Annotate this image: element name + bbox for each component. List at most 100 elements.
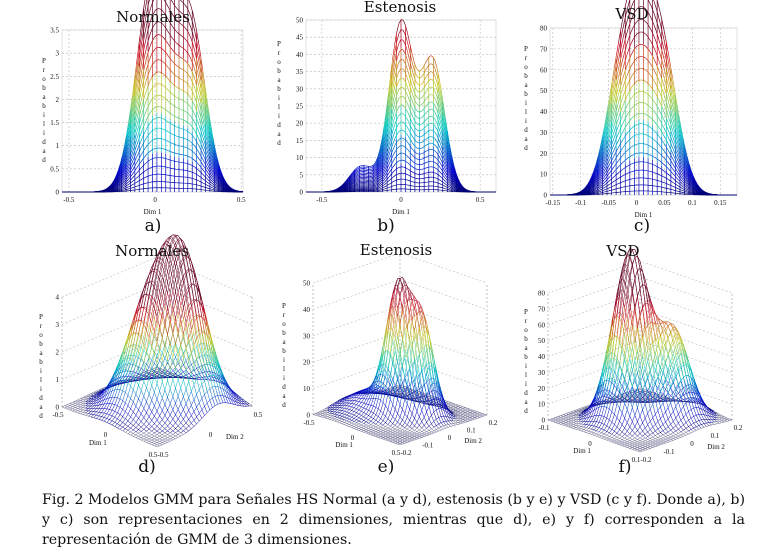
density-curve-segment: [419, 97, 423, 100]
density-curve-segment: [206, 130, 210, 140]
x-tick-label: -0.15: [545, 199, 560, 207]
density-curve-segment: [383, 180, 387, 183]
density-curve-segment: [124, 135, 127, 147]
density-curve-segment: [449, 186, 452, 189]
density-curve-segment: [166, 76, 169, 80]
density-curve-segment: [224, 188, 228, 190]
density-curve-segment: [430, 71, 433, 73]
y-tick-label: 0.5: [50, 165, 59, 173]
density-curve-segment: [166, 149, 169, 152]
density-curve-segment: [218, 187, 222, 190]
density-curve-segment: [140, 17, 143, 33]
x-axis-label: Dim 1: [392, 208, 410, 216]
density-curve-segment: [202, 169, 206, 173]
density-curve-segment: [210, 176, 214, 180]
y-tick-label: 30: [296, 85, 304, 93]
density-curve-segment: [438, 175, 442, 178]
density-curve-segment: [443, 187, 446, 190]
density-curve-segment: [128, 133, 131, 144]
density-curve-segment: [192, 110, 196, 115]
density-curve-segment: [122, 185, 125, 188]
density-curve-segment: [220, 175, 224, 181]
density-curve-segment: [184, 38, 187, 42]
density-curve-segment: [449, 182, 452, 186]
density-curve-segment: [218, 170, 222, 177]
density-curve-segment: [626, 164, 630, 167]
density-curve-segment: [140, 137, 143, 143]
density-curve-segment: [144, 137, 147, 142]
density-curve-segment: [220, 187, 224, 190]
density-curve-segment: [411, 141, 414, 145]
density-curve-segment: [188, 122, 191, 126]
density-curve-segment: [442, 171, 446, 176]
density-curve-segment: [117, 173, 121, 178]
density-curve-segment: [411, 165, 414, 168]
y-tick-label: 30: [540, 129, 548, 137]
density-curve-segment: [176, 97, 179, 99]
density-curve-segment: [188, 148, 191, 151]
density-curve-segment: [188, 113, 191, 117]
density-curve-segment: [196, 85, 200, 94]
density-curve-segment: [140, 144, 143, 150]
density-curve-segment: [126, 186, 129, 189]
density-curve-segment: [630, 170, 634, 173]
density-curve-segment: [144, 109, 147, 116]
density-curve-segment: [415, 66, 419, 71]
density-curve-segment: [220, 188, 224, 191]
density-curve-segment: [118, 179, 121, 183]
density-curve-segment: [407, 126, 410, 132]
density-curve-segment: [350, 186, 353, 188]
density-curve-segment: [202, 164, 206, 168]
density-curve-segment: [192, 178, 195, 180]
density-curve-segment: [174, 63, 177, 66]
density-curve-segment: [426, 149, 429, 152]
y-tick-label: 35: [296, 68, 304, 76]
density-curve-segment: [144, 2, 147, 15]
density-curve-segment: [426, 143, 429, 146]
density-curve-segment: [218, 166, 222, 173]
density-curve-segment: [117, 168, 121, 175]
density-curve-segment: [210, 161, 214, 168]
density-curve-segment: [411, 160, 414, 163]
density-curve-segment: [350, 188, 353, 190]
density-curve-segment: [132, 186, 135, 189]
density-curve-segment: [210, 164, 214, 170]
density-curve-segment: [148, 33, 151, 40]
density-curve-segment: [188, 156, 191, 158]
y-tick-label: 1.5: [50, 119, 59, 127]
density-curve-segment: [612, 180, 615, 183]
density-curve-segment: [616, 187, 619, 190]
density-curve-segment: [184, 15, 187, 19]
density-curve-segment: [214, 160, 218, 168]
density-curve-segment: [154, 72, 157, 75]
density-curve-segment: [426, 172, 429, 174]
density-curve-segment: [424, 150, 427, 153]
density-curve-segment: [148, 20, 151, 29]
density-curve-segment: [118, 186, 121, 189]
density-curve-segment: [220, 174, 224, 180]
density-curve-segment: [118, 180, 121, 184]
density-curve-segment: [392, 185, 395, 187]
y-tick-label: 10: [540, 171, 548, 179]
density-curve-segment: [426, 123, 429, 127]
density-curve-segment: [113, 179, 117, 183]
density-curve-segment: [672, 181, 675, 184]
density-curve-segment: [114, 181, 117, 185]
density-curve-segment: [417, 70, 421, 72]
density-curve-segment: [415, 168, 418, 170]
density-curve-segment: [676, 190, 679, 192]
x-tick-label: -0.1: [575, 199, 587, 207]
density-curve-segment: [148, 159, 151, 162]
density-curve-segment: [202, 174, 206, 177]
density-curve-segment: [174, 125, 177, 128]
density-curve-segment: [174, 144, 177, 146]
density-curve-segment: [118, 187, 121, 190]
density-curve-segment: [415, 122, 419, 125]
density-curve-segment: [411, 127, 414, 133]
density-curve-segment: [419, 123, 423, 126]
density-curve-segment: [184, 91, 187, 94]
density-curve-segment: [210, 133, 214, 144]
density-curve-segment: [144, 0, 146, 4]
density-curve-segment: [132, 93, 135, 108]
